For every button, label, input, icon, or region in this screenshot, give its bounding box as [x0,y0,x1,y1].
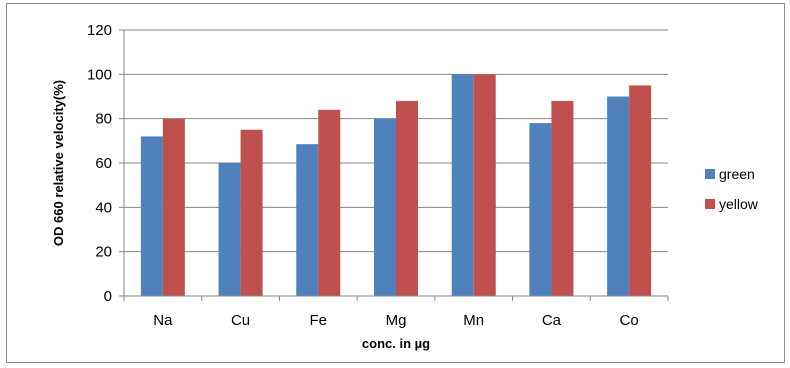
axes [123,30,668,297]
bar-yellow-na [162,118,185,297]
x-tick-label: Ca [542,312,562,329]
y-tick-labels: 0 20 40 60 80 100 120 [87,22,112,305]
y-tick-label: 120 [87,22,112,39]
bars [140,74,652,297]
bar-green-ca [529,123,552,296]
bar-yellow-co [629,85,652,297]
bar-yellow-mg [396,100,418,296]
y-tick-label: 20 [95,244,112,261]
bar-yellow-fe [318,109,341,296]
bar-green-co [607,96,630,296]
x-tick-label: Mg [386,312,407,329]
bar-green-mn [451,74,474,296]
y-tick-label: 80 [95,111,112,128]
x-tick-label: Cu [231,312,250,329]
y-tick-label: 60 [95,155,112,172]
x-tick-labels: Na Cu Fe Mg Mn Ca Co [153,312,638,329]
x-tick-label: Co [620,312,639,329]
bar-yellow-cu [240,129,263,296]
bar-yellow-mn [473,74,496,296]
legend-swatch-green [705,169,715,179]
bar-green-cu [218,163,241,296]
x-tick-label: Fe [310,312,328,329]
y-tick-label: 100 [87,66,112,83]
y-tick-label: 0 [104,288,112,305]
bar-green-na [140,136,163,296]
legend-label-green: green [719,166,755,182]
y-axis-title: OD 660 relative velocity(%) [51,80,66,246]
x-tick-label: Mn [463,312,484,329]
x-axis-title: conc. in µg [362,336,430,351]
y-tick-label: 40 [95,199,112,216]
x-tick-label: Na [153,312,173,329]
bar-yellow-ca [551,100,574,296]
bar-green-fe [296,144,319,296]
bar-green-mg [374,118,396,297]
legend-label-yellow: yellow [719,196,759,212]
legend: green yellow [705,166,759,212]
legend-swatch-yellow [705,199,715,209]
